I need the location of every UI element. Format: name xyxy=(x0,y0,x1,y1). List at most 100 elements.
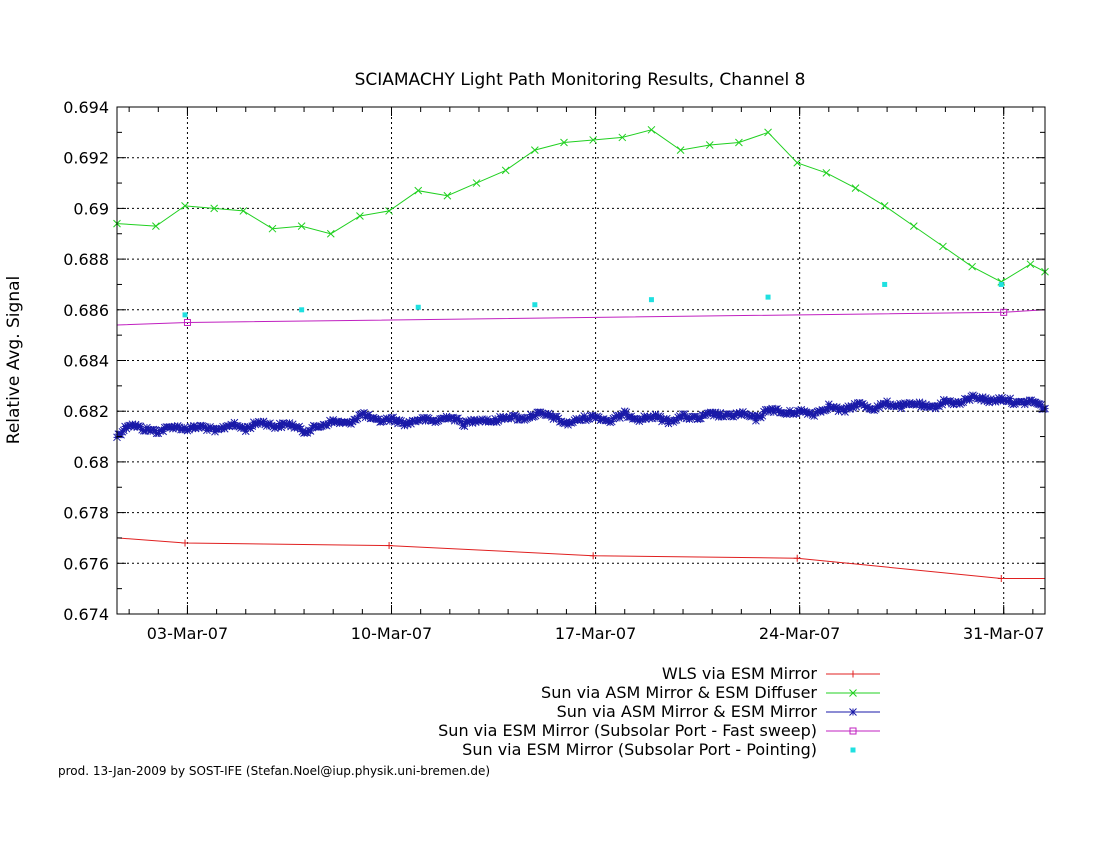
data-point xyxy=(680,410,689,419)
data-point xyxy=(998,281,1004,287)
data-point xyxy=(880,202,889,210)
data-point xyxy=(268,224,277,233)
data-point xyxy=(857,400,866,409)
data-point xyxy=(1026,260,1035,269)
legend-label: Sun via ASM Mirror & ESM Diffuser xyxy=(541,683,817,702)
data-point xyxy=(470,415,478,424)
data-point xyxy=(494,417,503,425)
data-point xyxy=(618,133,627,142)
data-point xyxy=(627,412,636,421)
data-point xyxy=(862,403,870,412)
data-point xyxy=(693,415,702,424)
legend-marker xyxy=(849,727,857,735)
data-point xyxy=(640,412,649,420)
legend-marker xyxy=(849,670,857,678)
data-point xyxy=(275,419,284,428)
data-point xyxy=(1020,400,1029,409)
data-point xyxy=(821,406,830,414)
data-point xyxy=(385,207,393,215)
data-point xyxy=(833,403,841,411)
data-point xyxy=(641,415,650,424)
data-point xyxy=(457,417,466,426)
data-point xyxy=(445,414,454,423)
data-point xyxy=(528,413,537,421)
data-point xyxy=(243,422,252,431)
y-tick-label: 0.694 xyxy=(63,98,109,117)
data-point xyxy=(793,158,802,167)
data-point xyxy=(284,421,292,430)
data-point xyxy=(210,204,219,213)
data-point xyxy=(997,575,1005,583)
data-point xyxy=(850,400,859,408)
series-4 xyxy=(116,308,1046,326)
data-point xyxy=(709,411,718,420)
y-tick-label: 0.688 xyxy=(63,250,109,269)
data-point xyxy=(735,408,744,417)
data-point xyxy=(172,424,180,433)
data-point xyxy=(183,318,191,326)
data-point xyxy=(677,414,686,422)
y-tick-label: 0.692 xyxy=(63,149,109,168)
data-point xyxy=(852,402,861,411)
data-point xyxy=(977,396,985,404)
data-point xyxy=(871,404,880,413)
x-tick-label: 24-Mar-07 xyxy=(759,624,840,643)
data-point xyxy=(957,398,966,407)
data-point xyxy=(925,403,934,412)
data-point xyxy=(684,412,692,421)
data-point xyxy=(280,419,289,428)
data-point xyxy=(501,166,510,175)
data-point xyxy=(575,415,584,424)
data-point xyxy=(159,427,168,436)
data-point xyxy=(999,396,1008,405)
data-point xyxy=(246,424,255,433)
data-point xyxy=(962,395,971,404)
data-point xyxy=(449,413,457,422)
data-point xyxy=(792,409,801,418)
data-point xyxy=(672,416,681,424)
data-point xyxy=(622,408,631,417)
data-point xyxy=(472,179,481,187)
data-point xyxy=(648,414,657,423)
data-point xyxy=(489,417,498,426)
data-point xyxy=(1006,394,1015,403)
data-point xyxy=(175,423,184,432)
data-point xyxy=(849,404,857,412)
data-point xyxy=(190,421,198,430)
data-point xyxy=(455,417,464,425)
data-point xyxy=(444,415,453,423)
data-point xyxy=(939,242,947,251)
data-point xyxy=(978,393,987,401)
data-point xyxy=(316,422,325,431)
y-tick-label: 0.69 xyxy=(73,199,109,218)
data-point xyxy=(793,554,801,562)
data-point xyxy=(982,394,990,402)
series-layer xyxy=(113,125,1049,583)
data-point xyxy=(868,405,877,414)
x-tick-label: 31-Mar-07 xyxy=(963,624,1044,643)
data-point xyxy=(239,207,248,215)
data-point xyxy=(356,212,364,220)
data-point xyxy=(654,412,663,420)
data-point xyxy=(376,418,385,426)
data-point xyxy=(502,414,511,422)
data-point xyxy=(248,422,257,430)
data-point xyxy=(823,405,832,414)
data-point xyxy=(779,409,788,417)
data-point xyxy=(400,421,409,430)
data-point xyxy=(403,420,412,429)
data-point xyxy=(656,412,665,421)
data-point xyxy=(1004,397,1013,406)
data-point xyxy=(1000,308,1008,316)
data-point xyxy=(214,425,223,434)
data-point xyxy=(211,427,219,436)
data-point xyxy=(131,420,140,429)
data-point xyxy=(731,411,739,420)
data-point xyxy=(909,222,918,230)
data-point xyxy=(559,419,568,427)
x-tick-label: 17-Mar-07 xyxy=(555,624,636,643)
data-point xyxy=(894,402,903,410)
data-point xyxy=(295,422,304,431)
data-point xyxy=(530,412,538,421)
data-point xyxy=(918,399,927,408)
